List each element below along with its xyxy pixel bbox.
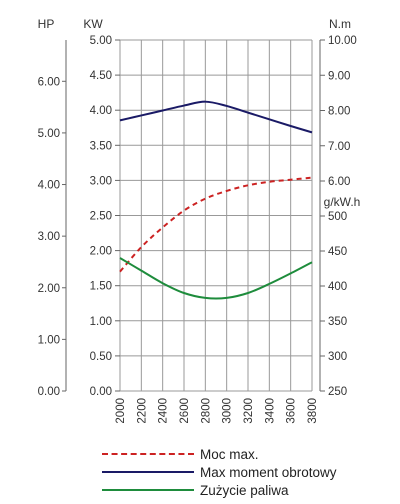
series-line-power [119,176,313,273]
x-tick-label: 2000 [115,398,127,424]
legend-label-fuel: Zużycie paliwa [200,482,289,498]
x-tick-label: 3400 [264,398,276,424]
nm-tick-label: 6.00 [328,176,350,188]
legend-swatch-torque [102,471,194,473]
nm-tick-label: 7.00 [328,141,350,153]
hp-tick-label: 4.00 [38,180,60,192]
series-line-fuel [119,257,313,300]
legend-label-torque: Max moment obrotowy [200,464,337,480]
kw-tick-label: 4.00 [90,105,112,117]
x-tick-label: 3200 [243,398,255,424]
hp-tick-label: 0.00 [38,386,60,398]
gkwh-tick-label: 400 [328,281,347,293]
legend-item: Zużycie paliwa [102,481,392,499]
chart-svg: HP KW N.m g/kW.h 2000 2200 2400 2600 2800 300… [38,17,361,424]
gkwh-tick-label: 350 [328,316,347,328]
x-tick-label: 2400 [158,398,170,424]
kw-tick-label: 2.00 [90,246,112,258]
x-tick-label: 2800 [200,398,212,424]
hp-tick-label: 5.00 [38,128,60,140]
legend-swatch-power [102,453,194,455]
legend: Moc max. Max moment obrotowy Zużycie pal… [102,445,392,499]
gkwh-tick-label: 450 [328,246,347,258]
kw-tick-label: 1.50 [90,281,112,293]
legend-label-power: Moc max. [200,446,259,462]
kw-tick-label: 0.50 [90,351,112,363]
kw-axis-label: KW [83,17,103,31]
x-tick-label: 3600 [286,398,298,424]
kw-tick-label: 5.00 [90,35,112,47]
gkwh-axis-label: g/kW.h [324,195,361,209]
kw-tick-label: 1.00 [90,316,112,328]
hp-axis-label: HP [38,17,55,31]
nm-tick-label: 8.00 [328,106,350,118]
hp-tick-label: 3.00 [38,231,60,243]
nm-tick-label: 10.00 [328,35,357,47]
x-tick-label: 2200 [136,398,148,424]
hp-tick-label: 2.00 [38,283,60,295]
kw-tick-label: 2.50 [90,211,112,223]
kw-tick-label: 3.50 [90,140,112,152]
series-line-torque [119,100,313,134]
hp-tick-label: 6.00 [38,76,60,88]
legend-item: Moc max. [102,445,392,463]
gkwh-tick-label: 300 [328,351,347,363]
axes [62,39,325,392]
kw-tick-label: 0.00 [90,386,112,398]
gkwh-tick-label: 250 [328,386,347,398]
x-tick-label: 3000 [222,398,234,424]
grid-lines [119,39,313,392]
gkwh-tick-label: 500 [328,211,347,223]
x-tick-label: 3800 [307,398,319,424]
nm-tick-label: 9.00 [328,70,350,82]
legend-item: Max moment obrotowy [102,463,392,481]
x-tick-label: 2600 [179,398,191,424]
series-lines [119,100,313,300]
legend-swatch-fuel [102,489,194,491]
tick-labels: 2000 2200 2400 2600 2800 3000 3200 3400 3600 3800… [38,35,357,424]
hp-tick-label: 1.00 [38,334,60,346]
kw-tick-label: 3.00 [90,175,112,187]
kw-tick-label: 4.50 [90,70,112,82]
nm-axis-label: N.m [329,17,351,31]
